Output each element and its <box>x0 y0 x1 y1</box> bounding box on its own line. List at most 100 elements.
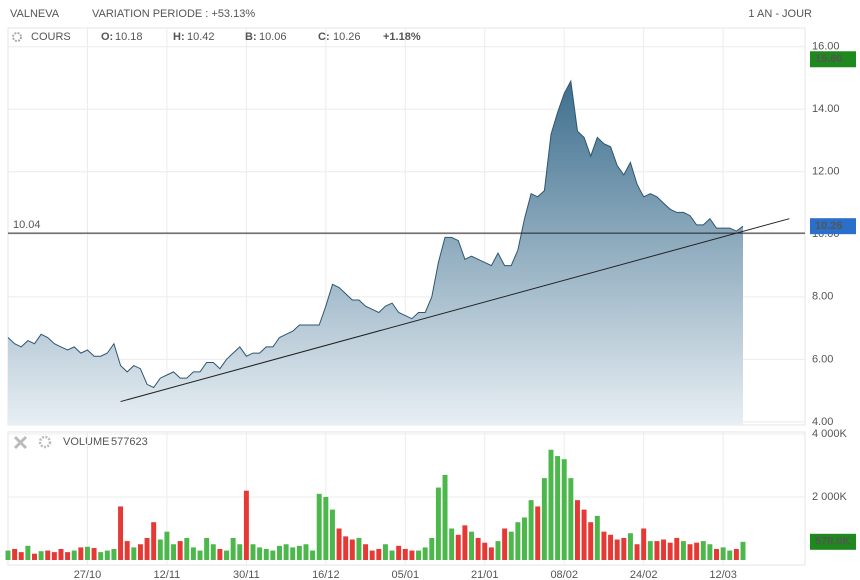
price-marker <box>810 218 856 235</box>
volume-bar <box>171 544 177 560</box>
x-tick-label: 30/11 <box>233 569 260 580</box>
volume-bar <box>124 541 130 560</box>
volume-bar <box>396 545 402 560</box>
volume-bar <box>349 539 355 560</box>
volume-bar <box>568 478 574 560</box>
volume-bar <box>389 550 395 560</box>
volume-bar <box>449 528 455 560</box>
volume-bar <box>740 541 746 560</box>
price-marker-label: 578.0K <box>815 536 851 548</box>
volume-bar <box>184 537 190 560</box>
price-legend-title: COURS <box>31 31 71 43</box>
volume-bar <box>707 544 713 560</box>
x-tick-label: 08/02 <box>550 569 578 580</box>
volume-bar <box>18 552 24 560</box>
volume-bar <box>502 528 508 560</box>
volume-bar <box>343 536 349 560</box>
volume-bar <box>555 456 561 560</box>
volume-bar <box>588 522 594 560</box>
volume-bar <box>541 478 547 560</box>
period[interactable]: 1 AN - JOUR <box>748 8 812 20</box>
y-tick-label: 4 000K <box>812 428 848 440</box>
x-tick-label: 16/12 <box>312 569 340 580</box>
volume-bar <box>601 531 607 560</box>
ohlc-value: 10.26 <box>333 31 361 43</box>
close-icon[interactable] <box>13 435 28 450</box>
volume-bar <box>190 547 196 560</box>
volume-bar <box>164 531 170 560</box>
volume-bar <box>316 493 322 560</box>
volume-bar <box>237 544 243 560</box>
volume-bar <box>435 487 441 560</box>
volume-bar <box>104 550 110 560</box>
volume-bar <box>98 552 104 560</box>
price-line <box>7 79 744 389</box>
volume-bar <box>714 548 719 560</box>
volume-bar <box>329 509 335 560</box>
reference-label: 10.04 <box>13 219 41 231</box>
volume-bar <box>727 550 733 560</box>
volume-bar <box>574 500 580 560</box>
volume-bar <box>680 541 686 560</box>
volume-bar <box>535 506 541 560</box>
volume-bar <box>224 550 229 560</box>
volume-bar <box>210 544 216 560</box>
volume-bar <box>277 545 282 560</box>
volume-bar <box>495 541 501 560</box>
volume-legend-value: 577623 <box>111 436 148 448</box>
price-area <box>8 81 743 425</box>
volume-bar <box>661 539 667 560</box>
volume-bar <box>111 548 117 560</box>
volume-bar <box>641 528 647 560</box>
volume-bar <box>594 515 600 560</box>
volume-bar <box>720 547 726 560</box>
volume-bar <box>290 547 296 560</box>
volume-bar <box>687 544 693 560</box>
volume-bar <box>475 537 481 560</box>
y-tick-label: 6.00 <box>812 353 833 365</box>
volume-bar <box>694 542 700 560</box>
price-marker-label: 10.26 <box>815 220 843 232</box>
volume-bar <box>488 547 494 560</box>
ohlc-value: 10.42 <box>187 31 215 43</box>
volume-bar <box>263 548 269 560</box>
volume-bar <box>137 544 143 560</box>
x-tick-label: 24/02 <box>630 569 658 580</box>
volume-bar <box>65 552 71 560</box>
change: +1.18% <box>383 31 421 43</box>
volume-bar <box>647 541 653 560</box>
volume-bar <box>250 544 256 560</box>
volume-bar <box>78 547 84 560</box>
volume-bar <box>303 544 309 560</box>
volume-bar <box>376 548 382 560</box>
settings-icon[interactable] <box>38 435 52 449</box>
volume-bar <box>5 550 11 560</box>
volume-bar <box>204 537 210 560</box>
volume-bar <box>257 547 263 560</box>
volume-bar <box>382 544 388 560</box>
volume-bar <box>58 548 64 560</box>
settings-icon[interactable] <box>12 32 22 42</box>
y-tick-label: 14.00 <box>812 103 840 115</box>
volume-bar <box>12 548 18 560</box>
volume-bar <box>442 474 448 560</box>
volume-bar <box>51 552 57 560</box>
volume-bar <box>131 547 137 560</box>
volume-bar <box>515 522 521 560</box>
volume-bar <box>356 537 362 560</box>
volume-bar <box>283 544 289 560</box>
volume-bar <box>462 525 468 560</box>
volume-bar <box>369 550 375 560</box>
volume-bar <box>482 542 488 560</box>
volume-bar <box>157 539 163 560</box>
y-tick-label: 4.00 <box>812 416 833 428</box>
volume-bar <box>38 551 44 560</box>
volume-bar <box>144 537 150 560</box>
ohlc-value: 10.18 <box>115 31 143 43</box>
volume-bar <box>608 534 614 560</box>
ohlc-label: B: <box>245 31 257 43</box>
volume-bar <box>270 550 276 560</box>
volume-bar <box>581 509 587 560</box>
x-tick-label: 05/01 <box>392 569 420 580</box>
volume-bar <box>700 541 706 560</box>
